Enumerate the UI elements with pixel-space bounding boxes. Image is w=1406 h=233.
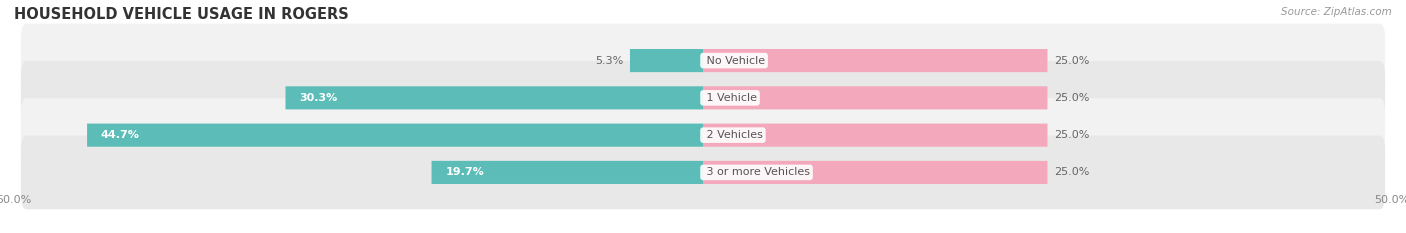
- Text: 3 or more Vehicles: 3 or more Vehicles: [703, 168, 810, 177]
- Text: Source: ZipAtlas.com: Source: ZipAtlas.com: [1281, 7, 1392, 17]
- Text: 5.3%: 5.3%: [595, 56, 623, 65]
- FancyBboxPatch shape: [432, 161, 703, 184]
- Text: 25.0%: 25.0%: [1054, 130, 1090, 140]
- Text: No Vehicle: No Vehicle: [703, 56, 765, 65]
- Text: 25.0%: 25.0%: [1054, 93, 1090, 103]
- FancyBboxPatch shape: [21, 136, 1385, 209]
- FancyBboxPatch shape: [703, 49, 1047, 72]
- FancyBboxPatch shape: [87, 123, 703, 147]
- Text: 25.0%: 25.0%: [1054, 168, 1090, 177]
- FancyBboxPatch shape: [21, 61, 1385, 135]
- FancyBboxPatch shape: [703, 161, 1047, 184]
- Text: 25.0%: 25.0%: [1054, 56, 1090, 65]
- Text: 1 Vehicle: 1 Vehicle: [703, 93, 756, 103]
- FancyBboxPatch shape: [703, 123, 1047, 147]
- Text: 44.7%: 44.7%: [101, 130, 139, 140]
- Text: 2 Vehicles: 2 Vehicles: [703, 130, 763, 140]
- FancyBboxPatch shape: [703, 86, 1047, 110]
- FancyBboxPatch shape: [630, 49, 703, 72]
- Text: 19.7%: 19.7%: [446, 168, 484, 177]
- Text: 30.3%: 30.3%: [299, 93, 337, 103]
- FancyBboxPatch shape: [21, 24, 1385, 97]
- FancyBboxPatch shape: [285, 86, 703, 110]
- Text: HOUSEHOLD VEHICLE USAGE IN ROGERS: HOUSEHOLD VEHICLE USAGE IN ROGERS: [14, 7, 349, 22]
- FancyBboxPatch shape: [21, 98, 1385, 172]
